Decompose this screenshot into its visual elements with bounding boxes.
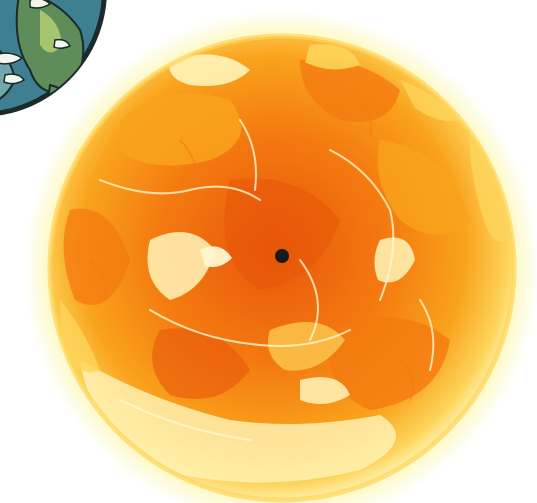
planet-surface (0, 0, 85, 109)
sun-surface-texture (60, 44, 505, 483)
center-marker-dot (275, 249, 289, 263)
sun-rim (47, 33, 517, 503)
planet (0, 0, 107, 116)
